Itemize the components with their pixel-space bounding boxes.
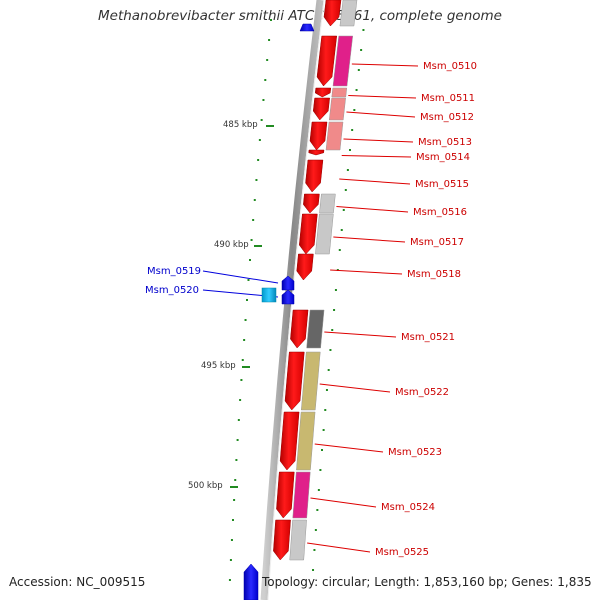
gene-arrow-shape: [296, 253, 314, 281]
gene-arrow-shape: [299, 213, 318, 255]
gene-leader-line: [314, 443, 384, 453]
gene-arrow-partial-reverse[interactable]: [243, 563, 259, 600]
gene-leader-line: [336, 206, 409, 213]
gene-arrow-msm-0522[interactable]: [284, 351, 391, 411]
gene-label-msm-0523[interactable]: Msm_0523: [388, 447, 442, 458]
gene-label-msm-0515[interactable]: Msm_0515: [415, 179, 469, 190]
gene-arrow-shape: [281, 289, 295, 305]
gene-label-msm-0513[interactable]: Msm_0513: [418, 137, 472, 148]
gene-arrow-msm-0514[interactable]: [308, 149, 412, 158]
gene-label-msm-0518[interactable]: Msm_0518: [407, 269, 461, 280]
gene-leader-line: [202, 270, 279, 284]
feature-strip: [300, 351, 321, 411]
gene-arrow-shape: [273, 519, 291, 561]
gene-arrow-msm-0510[interactable]: [316, 35, 419, 87]
gene-arrow-msm-0523[interactable]: [279, 411, 384, 471]
gene-arrow-msm-0519[interactable]: [202, 270, 295, 291]
gene-arrow-shape: [312, 97, 330, 121]
gene-arrow-shape: [281, 275, 295, 291]
gene-leader-line: [346, 111, 416, 118]
feature-strip: [332, 35, 354, 87]
feature-strip: [292, 471, 311, 519]
gene-arrow-msm-0515[interactable]: [305, 159, 411, 193]
gene-leader-line: [324, 331, 397, 338]
feature-strip: [306, 309, 325, 349]
gene-arrow-partial-reverse[interactable]: [299, 23, 315, 32]
gene-leader-line: [333, 236, 406, 243]
gene-label-msm-0522[interactable]: Msm_0522: [395, 387, 449, 398]
feature-strip: [315, 213, 334, 255]
gene-leader-line: [339, 178, 411, 185]
gene-arrow-shape: [316, 35, 338, 87]
gene-arrow-shape: [309, 121, 328, 151]
gene-arrow-msm-0517[interactable]: [299, 213, 406, 255]
gene-arrow-shape: [308, 149, 325, 156]
gene-label-msm-0516[interactable]: Msm_0516: [413, 207, 467, 218]
accession-text: Accession: NC_009515: [9, 575, 146, 589]
reverse-genes: [202, 23, 315, 600]
gene-label-msm-0510[interactable]: Msm_0510: [423, 61, 477, 72]
gene-leader-line: [310, 497, 377, 508]
gene-arrow-msm-0512[interactable]: [312, 97, 416, 121]
gene-arrow-msm-0518[interactable]: [296, 253, 403, 281]
feature-strip: [331, 87, 348, 98]
gene-arrow-shape: [290, 309, 309, 349]
gene-label-msm-0520[interactable]: Msm_0520: [145, 285, 199, 296]
gene-leader-line: [341, 155, 412, 158]
feature-strip: [296, 411, 316, 471]
feature-strip: [289, 519, 307, 561]
gene-label-msm-0512[interactable]: Msm_0512: [420, 112, 474, 123]
gene-label-msm-0521[interactable]: Msm_0521: [401, 332, 455, 343]
gene-label-msm-0514[interactable]: Msm_0514: [416, 152, 470, 163]
gene-arrow-shape: [323, 0, 342, 27]
gene-leader-line: [351, 63, 419, 67]
gene-label-msm-0519[interactable]: Msm_0519: [147, 266, 201, 277]
scale-label-485: 485 kbp: [223, 120, 258, 130]
gene-arrow-shape: [305, 159, 324, 193]
gene-arrow-shape: [314, 87, 332, 98]
gene-leader-line: [307, 542, 371, 553]
gene-leader-line: [348, 95, 417, 99]
gene-arrow-msm-0524[interactable]: [276, 471, 377, 519]
scale-ticks: [228, 19, 365, 581]
gene-arrow-msm-0511[interactable]: [314, 87, 417, 99]
gene-label-msm-0517[interactable]: Msm_0517: [410, 237, 464, 248]
genome-title: Methanobrevibacter smithii ATCC 35061, c…: [97, 8, 502, 24]
scale-label-495: 495 kbp: [201, 361, 236, 371]
gene-arrow-msm-0520[interactable]: [202, 289, 295, 305]
gene-leader-line: [343, 138, 414, 143]
gene-arrow-msm-0516[interactable]: [303, 193, 409, 214]
scale-label-490: 490 kbp: [214, 240, 249, 250]
gene-arrow-msm-0521[interactable]: [290, 309, 397, 349]
feature-strip: [319, 193, 336, 214]
gene-label-msm-0525[interactable]: Msm_0525: [375, 547, 429, 558]
scale-label-500: 500 kbp: [188, 481, 223, 491]
feature-strip: [339, 0, 358, 27]
gene-arrow-shape: [284, 351, 305, 411]
genome-summary-text: Topology: circular; Length: 1,853,160 bp…: [262, 575, 592, 589]
gene-label-msm-0524[interactable]: Msm_0524: [381, 502, 435, 513]
gene-arrow-partial[interactable]: [323, 0, 358, 27]
forward-genes: [273, 0, 419, 561]
feature-strip: [261, 287, 277, 303]
gene-label-msm-0511[interactable]: Msm_0511: [421, 93, 475, 104]
gene-arrow-shape: [303, 193, 320, 214]
gene-leader-line: [319, 383, 391, 393]
gene-leader-line: [330, 269, 403, 275]
feature-strip: [325, 121, 344, 151]
gene-arrow-msm-0513[interactable]: [309, 121, 414, 151]
feature-strip: [328, 97, 346, 121]
gene-arrow-shape: [276, 471, 295, 519]
gene-arrow-msm-0525[interactable]: [273, 519, 371, 561]
gene-arrow-shape: [279, 411, 300, 471]
